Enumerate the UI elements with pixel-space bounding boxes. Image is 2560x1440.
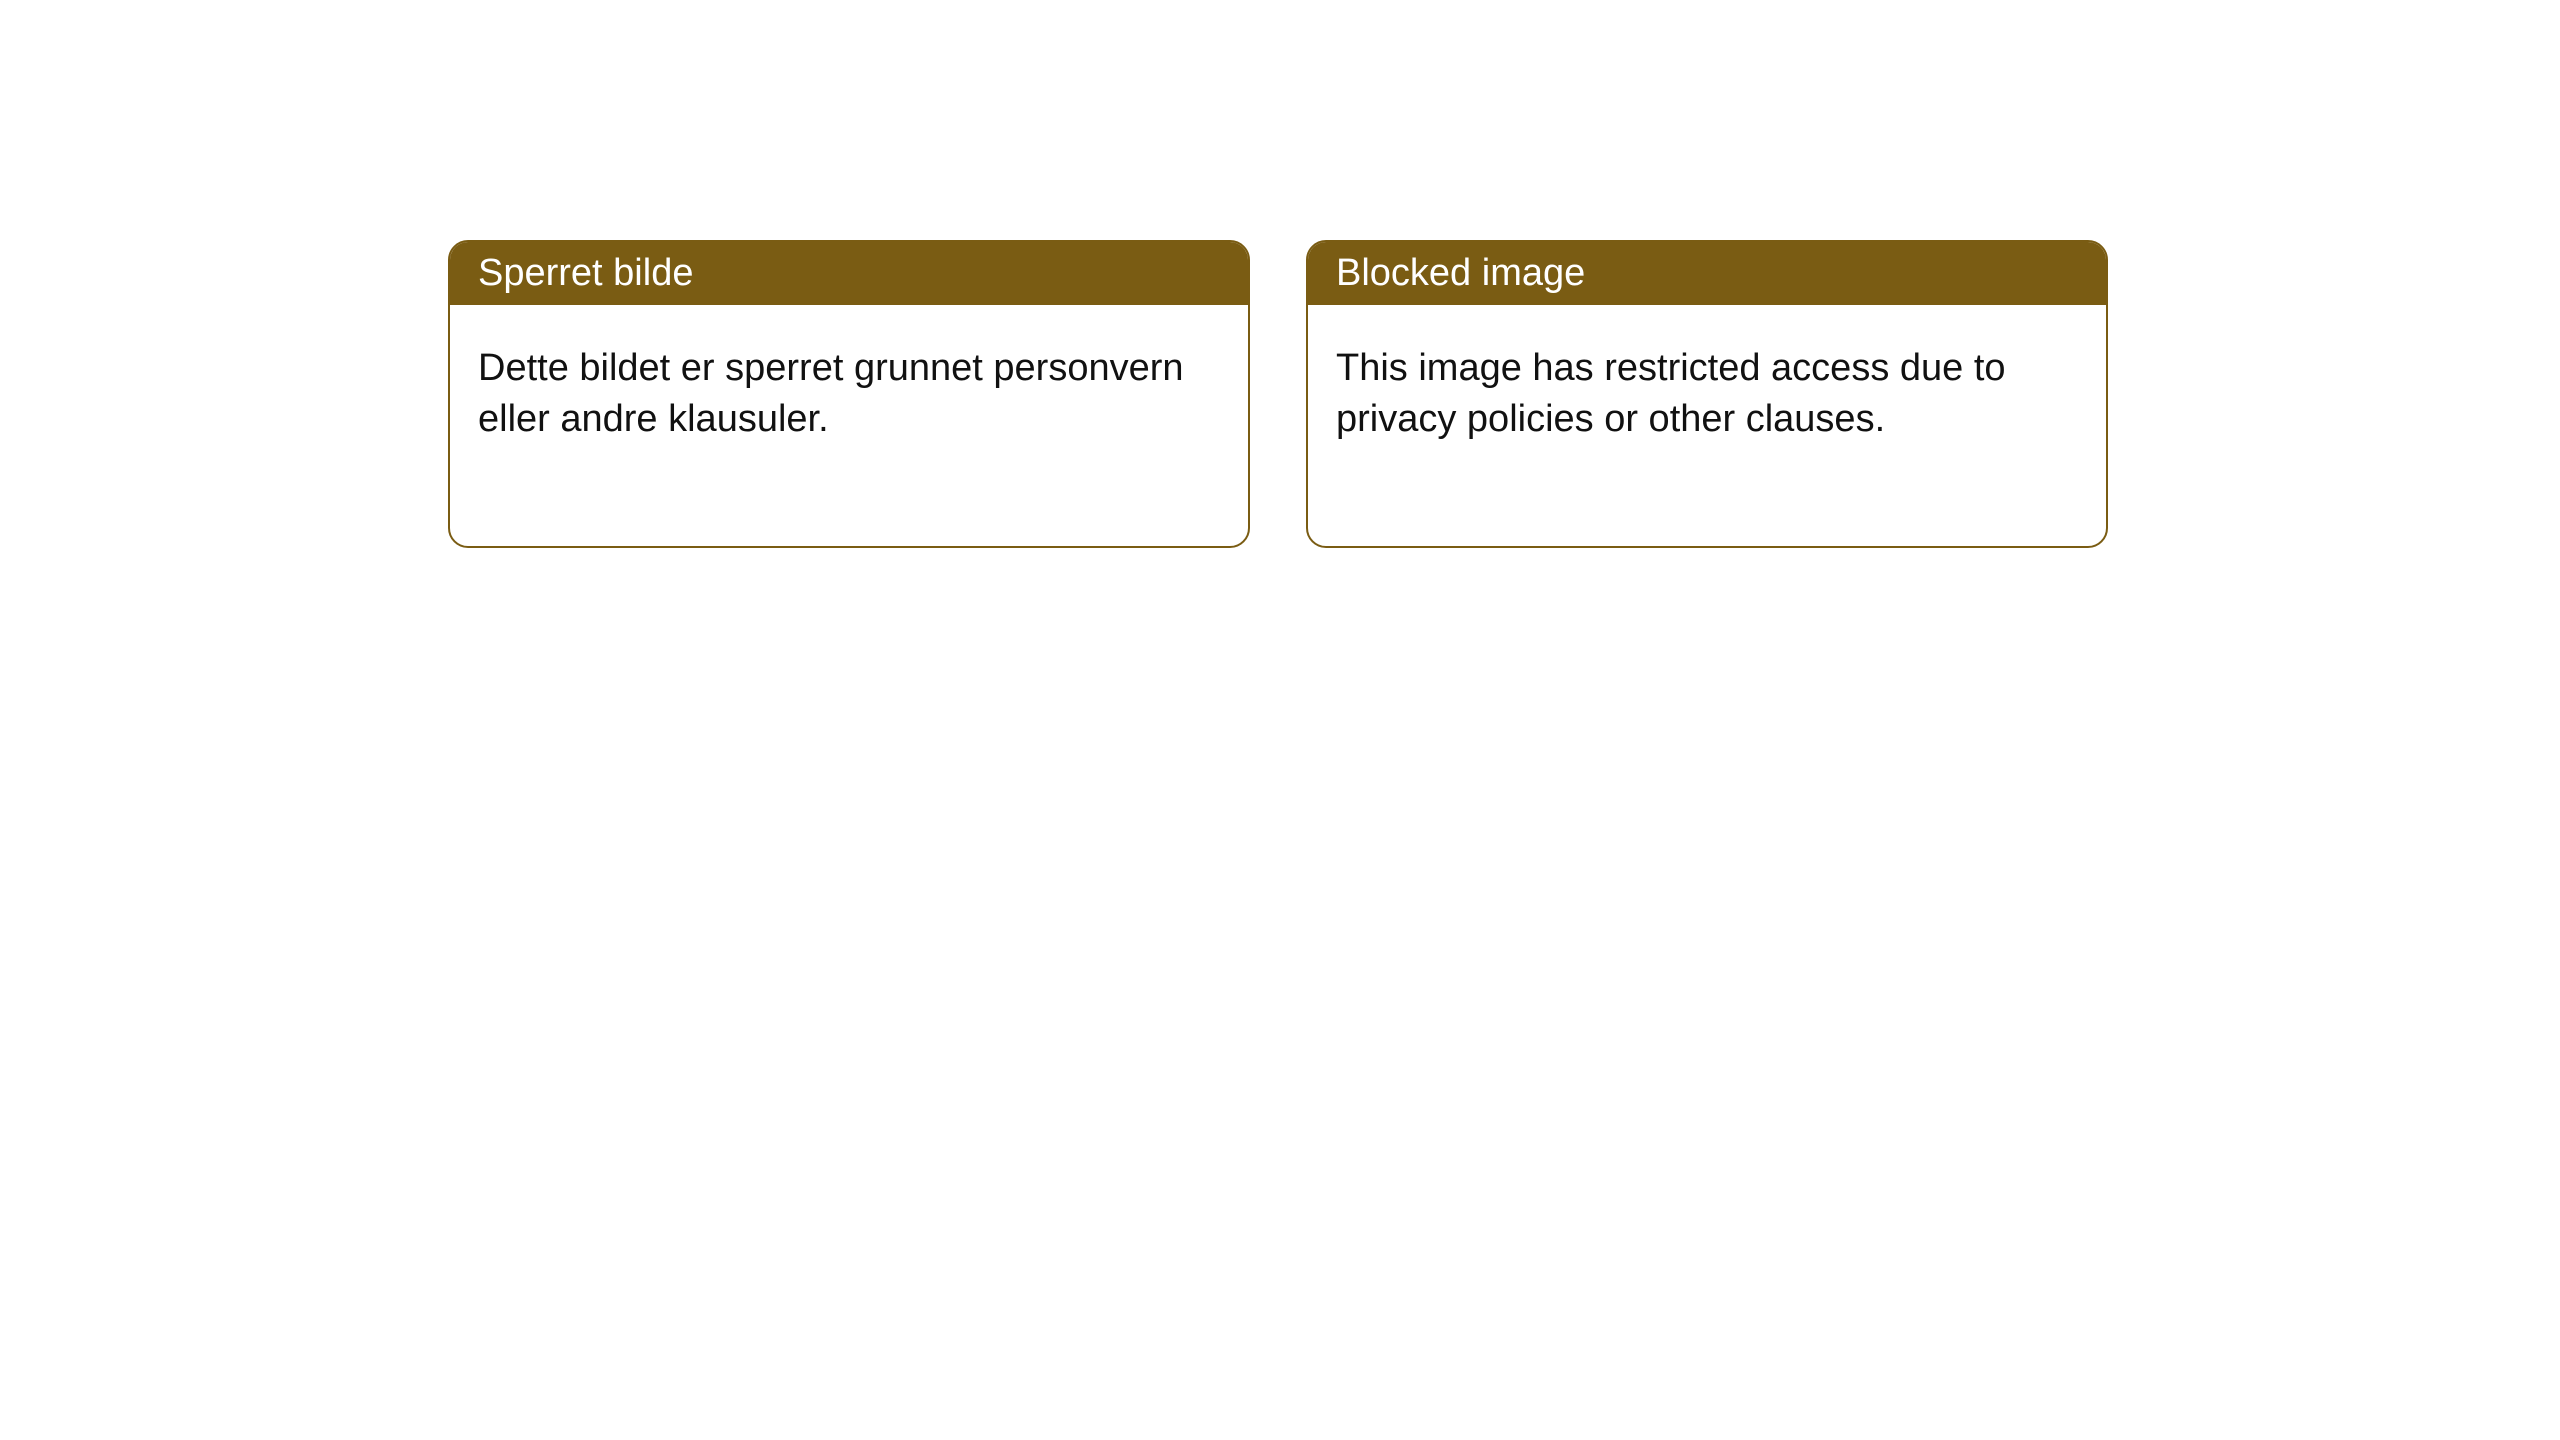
card-body: This image has restricted access due to … xyxy=(1308,305,2106,546)
notice-card-english: Blocked image This image has restricted … xyxy=(1306,240,2108,548)
card-body: Dette bildet er sperret grunnet personve… xyxy=(450,305,1248,546)
card-header: Blocked image xyxy=(1308,242,2106,305)
notice-card-norwegian: Sperret bilde Dette bildet er sperret gr… xyxy=(448,240,1250,548)
card-title: Sperret bilde xyxy=(478,252,693,294)
card-title: Blocked image xyxy=(1336,252,1585,294)
card-header: Sperret bilde xyxy=(450,242,1248,305)
card-body-text: This image has restricted access due to … xyxy=(1336,347,2006,440)
notice-container: Sperret bilde Dette bildet er sperret gr… xyxy=(0,0,2560,548)
card-body-text: Dette bildet er sperret grunnet personve… xyxy=(478,347,1184,440)
